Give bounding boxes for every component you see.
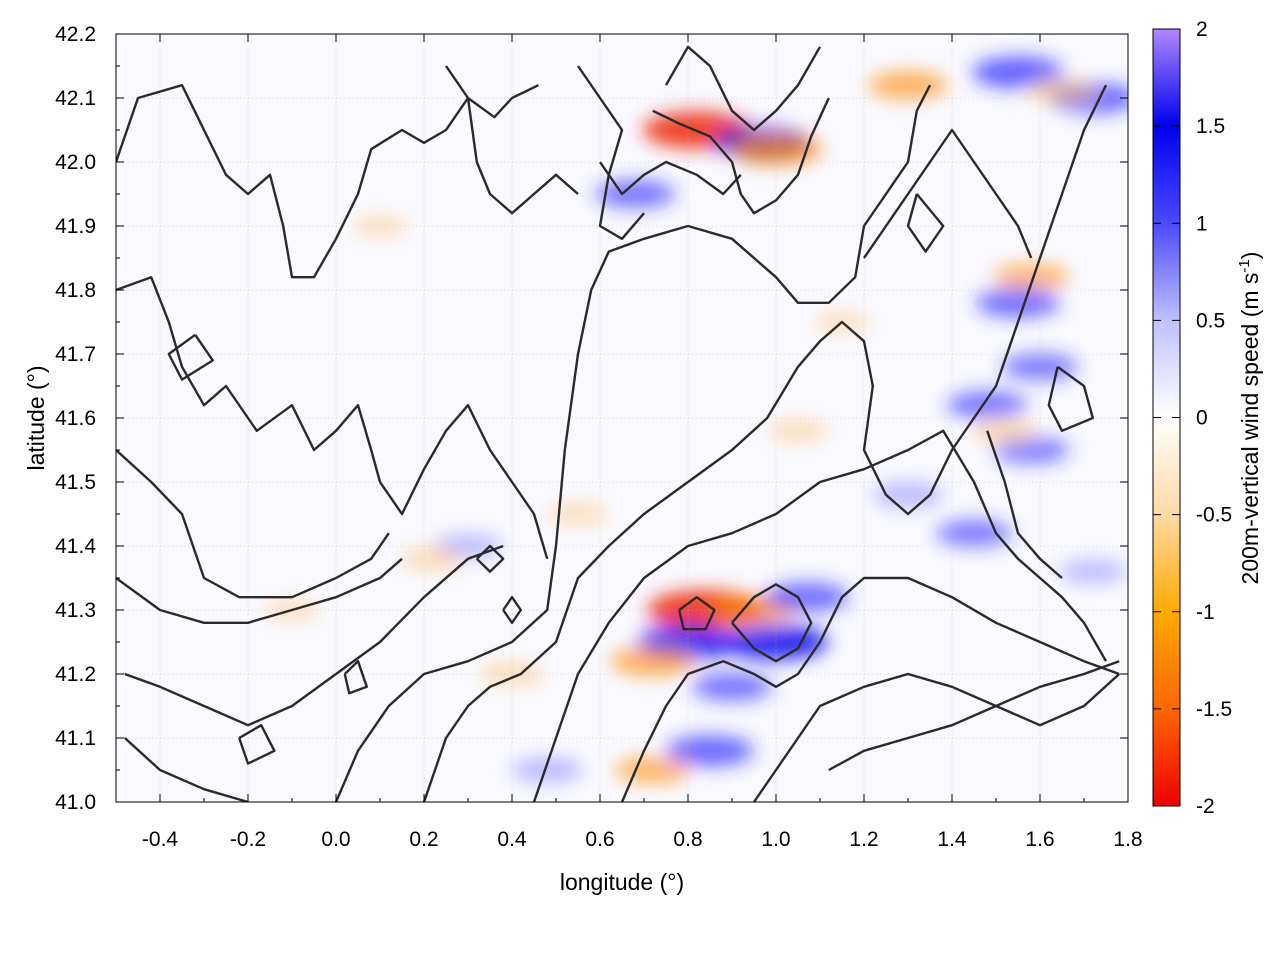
contour-line <box>906 193 945 253</box>
heatmap-cell <box>614 756 691 784</box>
contour-line <box>652 97 830 215</box>
contour-line <box>123 737 249 802</box>
y-axis-title: latitude (°) <box>23 365 49 470</box>
contour-line <box>753 672 1121 802</box>
y-tick-label: 42.0 <box>55 151 96 174</box>
colorbar-tick-label: 2 <box>1196 18 1208 41</box>
contour-line <box>532 429 1108 802</box>
heatmap-cell <box>610 646 695 677</box>
heatmap-cell <box>970 418 1039 444</box>
x-tick-label: 0.8 <box>673 828 702 851</box>
contour-line <box>502 596 522 624</box>
colorbar-tick-label: -2 <box>1196 795 1215 818</box>
contour-lines <box>116 45 1121 802</box>
colorbar-tick-label: -1 <box>1196 601 1215 624</box>
contour-line <box>343 660 368 695</box>
colorbar-title-superscript: -1 <box>1236 259 1253 272</box>
colorbar-tick-label: -0.5 <box>1196 504 1232 527</box>
y-tick-label: 41.2 <box>55 663 96 686</box>
contour-line <box>828 660 1120 772</box>
heatmap-cell <box>972 56 1064 89</box>
y-tick-label: 41.0 <box>55 791 96 814</box>
y-tick-label: 42.1 <box>55 87 96 110</box>
y-tick-label: 41.7 <box>55 343 96 366</box>
contour-line <box>167 333 215 381</box>
colorbar-tick-label: 1 <box>1196 212 1208 235</box>
colorbar-tick-label: 1.5 <box>1196 115 1225 138</box>
heatmap-cell <box>400 546 465 571</box>
colorbar-tick-label: -1.5 <box>1196 698 1232 721</box>
heatmap-cell <box>548 502 608 526</box>
contour-line <box>334 84 932 802</box>
y-tick-label: 41.3 <box>55 599 96 622</box>
x-tick-label: 1.8 <box>1113 828 1142 851</box>
contour-line <box>1047 365 1095 432</box>
colorbar-title: 200m-vertical wind speed (m s-1) <box>1236 252 1263 585</box>
colorbar-title-main: 200m-vertical wind speed (m s <box>1237 273 1263 585</box>
y-tick-label: 41.8 <box>55 279 96 302</box>
y-tick-label: 41.1 <box>55 727 96 750</box>
contour-line <box>238 724 276 765</box>
y-tick-label: 42.2 <box>55 23 96 46</box>
x-tick-label: 0.2 <box>409 828 438 851</box>
heatmap-cell <box>1026 78 1098 105</box>
contour-line <box>731 583 813 663</box>
x-tick-label: 0.6 <box>585 828 614 851</box>
x-tick-label: 0.4 <box>497 828 527 851</box>
x-tick-label: 0.0 <box>321 828 350 851</box>
x-tick-label: -0.2 <box>230 828 266 851</box>
heatmap-cell <box>730 133 822 166</box>
heatmap-field <box>264 56 1128 784</box>
heatmap-cell <box>595 179 676 209</box>
contour-line <box>664 45 822 132</box>
y-tick-label: 41.9 <box>55 215 96 238</box>
contour-line <box>124 544 504 727</box>
contour-line <box>422 84 1108 802</box>
x-axis-ticks: -0.4 -0.2 0.0 0.2 0.4 0.6 0.8 1.0 1.2 1.4 1.6 1.8 <box>115 34 1143 851</box>
heatmap-cell <box>872 481 944 508</box>
x-tick-label: -0.4 <box>142 828 179 851</box>
contour-line <box>116 557 403 624</box>
contour-line <box>475 544 505 573</box>
x-tick-label: 1.4 <box>937 828 967 851</box>
contour-line <box>116 276 549 560</box>
colorbar-tick-label: 0.5 <box>1196 309 1225 332</box>
heatmap-cell <box>936 519 1012 547</box>
y-tick-label: 41.5 <box>55 471 96 494</box>
contour-line <box>986 430 1063 579</box>
heatmap-cell <box>993 436 1070 464</box>
heatmap-cell <box>768 419 828 443</box>
y-tick-label: 41.4 <box>55 535 96 558</box>
x-tick-label: 1.0 <box>761 828 790 851</box>
colorbar-ticks: 2 1.5 1 0.5 0 -0.5 -1 -1.5 -2 <box>1153 18 1232 818</box>
colorbar-tick-label: 0 <box>1196 407 1208 430</box>
colorbar-title-close: ) <box>1237 252 1263 260</box>
x-tick-label: 1.2 <box>849 828 878 851</box>
contour-line <box>116 83 539 279</box>
heatmap-cell <box>947 390 1028 420</box>
contour-line <box>620 576 1120 802</box>
heatmap-cell <box>692 672 772 702</box>
heatmap-cell <box>976 287 1060 318</box>
x-axis-title: longitude (°) <box>560 869 684 895</box>
contour-line <box>445 65 579 215</box>
contour-line <box>116 449 390 599</box>
heatmap-cell <box>868 70 948 100</box>
y-tick-label: 41.6 <box>55 407 96 430</box>
y-axis-ticks: 41.0 41.1 41.2 41.3 41.4 41.5 41.6 41.7 41.8 41.9… <box>55 23 1128 814</box>
heatmap-cell <box>511 756 584 784</box>
heatmap-cell <box>1058 559 1127 585</box>
contour-line <box>863 128 1033 259</box>
heatmap-cell <box>993 263 1070 292</box>
contour-line <box>678 596 716 631</box>
contour-line <box>599 160 742 196</box>
x-tick-label: 1.6 <box>1025 828 1054 851</box>
contour-line <box>577 65 645 241</box>
